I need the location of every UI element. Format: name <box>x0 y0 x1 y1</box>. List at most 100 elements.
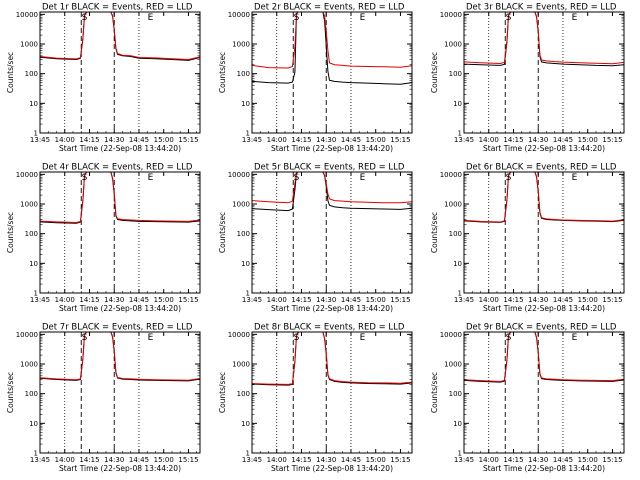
y-tick-label: 100 <box>25 230 38 238</box>
x-tick-label: 13:45 <box>242 296 262 304</box>
axes-frame <box>251 11 413 134</box>
y-axis-label: Counts/sec <box>218 212 227 253</box>
marker-label-e: E <box>360 173 366 183</box>
y-tick-label: 100 <box>25 390 38 398</box>
y-tick-label: 1 <box>458 130 462 138</box>
x-tick-label: 14:45 <box>129 136 149 144</box>
black-series-line <box>252 172 412 212</box>
y-tick-label: 10 <box>29 100 38 108</box>
marker-label-s: S <box>506 173 512 183</box>
y-tick-label: 1000 <box>232 41 250 49</box>
x-tick-label: 13:45 <box>454 136 474 144</box>
x-tick-label: 15:00 <box>578 296 598 304</box>
red-series-line <box>464 332 624 383</box>
panel-title: Det 8r BLACK = Events, RED = LLD <box>254 323 405 333</box>
marker-label-s: S <box>294 13 300 23</box>
y-tick-label: 100 <box>449 70 462 78</box>
x-tick-label: 15:15 <box>390 296 410 304</box>
axes-frame <box>463 11 625 134</box>
x-tick-label: 14:45 <box>553 456 573 464</box>
x-tick-label: 15:00 <box>154 456 174 464</box>
x-tick-label: 15:00 <box>366 136 386 144</box>
x-tick-label: 14:45 <box>341 456 361 464</box>
y-tick-label: 100 <box>449 230 462 238</box>
y-tick-label: 10 <box>453 260 462 268</box>
x-tick-label: 14:15 <box>503 456 523 464</box>
x-tick-label: 15:15 <box>602 136 622 144</box>
y-tick-label: 10000 <box>440 171 462 179</box>
y-tick-label: 100 <box>237 70 250 78</box>
x-tick-label: 14:00 <box>479 296 499 304</box>
x-axis-label: Start Time (22-Sep-08 13:44:20) <box>483 144 605 153</box>
y-tick-label: 10 <box>29 420 38 428</box>
y-tick-label: 10 <box>453 420 462 428</box>
y-tick-label: 10000 <box>16 331 38 339</box>
marker-label-e: E <box>148 333 154 343</box>
axes-frame <box>39 11 201 134</box>
x-tick-label: 14:45 <box>129 296 149 304</box>
panel-title: Det 3r BLACK = Events, RED = LLD <box>466 3 617 13</box>
red-series-line <box>40 12 200 61</box>
y-tick-label: 10000 <box>440 11 462 19</box>
panel-title: Det 7r BLACK = Events, RED = LLD <box>42 323 193 333</box>
x-tick-label: 15:15 <box>178 296 198 304</box>
red-series-line <box>252 332 412 385</box>
marker-label-e: E <box>360 333 366 343</box>
y-tick-label: 1000 <box>20 201 38 209</box>
x-tick-label: 14:30 <box>528 136 548 144</box>
y-tick-label: 1 <box>246 130 250 138</box>
x-axis-label: Start Time (22-Sep-08 13:44:20) <box>483 464 605 473</box>
axes-frame <box>463 171 625 294</box>
panel-title: Det 4r BLACK = Events, RED = LLD <box>42 163 193 173</box>
axes-frame <box>251 331 413 454</box>
y-tick-label: 1 <box>246 450 250 458</box>
x-tick-label: 13:45 <box>30 296 50 304</box>
y-tick-label: 10 <box>453 100 462 108</box>
black-series-line <box>40 332 200 382</box>
red-series-line <box>40 332 200 381</box>
x-tick-label: 14:45 <box>553 296 573 304</box>
x-tick-label: 15:15 <box>178 136 198 144</box>
x-axis-label: Start Time (22-Sep-08 13:44:20) <box>59 304 181 313</box>
x-tick-label: 13:45 <box>454 296 474 304</box>
marker-label-s: S <box>506 13 512 23</box>
black-series-line <box>464 332 624 383</box>
marker-label-e: E <box>572 333 578 343</box>
y-axis-label: Counts/sec <box>6 52 15 93</box>
y-tick-label: 1 <box>34 130 38 138</box>
x-tick-label: 14:15 <box>503 136 523 144</box>
x-tick-label: 15:00 <box>578 456 598 464</box>
x-tick-label: 15:00 <box>154 296 174 304</box>
y-tick-label: 10000 <box>228 331 250 339</box>
axes-frame <box>39 331 201 454</box>
x-tick-label: 14:30 <box>316 456 336 464</box>
x-axis-label: Start Time (22-Sep-08 13:44:20) <box>59 144 181 153</box>
y-tick-label: 10000 <box>16 11 38 19</box>
marker-label-e: E <box>572 13 578 23</box>
x-tick-label: 15:15 <box>602 456 622 464</box>
y-tick-label: 1 <box>458 290 462 298</box>
x-axis-label: Start Time (22-Sep-08 13:44:20) <box>483 304 605 313</box>
x-tick-label: 14:15 <box>79 136 99 144</box>
marker-label-e: E <box>572 173 578 183</box>
x-tick-label: 14:00 <box>267 456 287 464</box>
x-tick-label: 14:15 <box>79 456 99 464</box>
x-tick-label: 14:30 <box>104 296 124 304</box>
black-series-line <box>40 172 200 224</box>
x-tick-label: 14:00 <box>267 296 287 304</box>
x-tick-label: 13:45 <box>242 136 262 144</box>
marker-label-s: S <box>82 333 88 343</box>
y-tick-label: 10000 <box>16 171 38 179</box>
x-tick-label: 14:00 <box>479 136 499 144</box>
y-tick-label: 10 <box>241 420 250 428</box>
x-tick-label: 14:30 <box>528 456 548 464</box>
y-tick-label: 100 <box>237 390 250 398</box>
axes-frame <box>251 171 413 294</box>
y-tick-label: 1 <box>458 450 462 458</box>
